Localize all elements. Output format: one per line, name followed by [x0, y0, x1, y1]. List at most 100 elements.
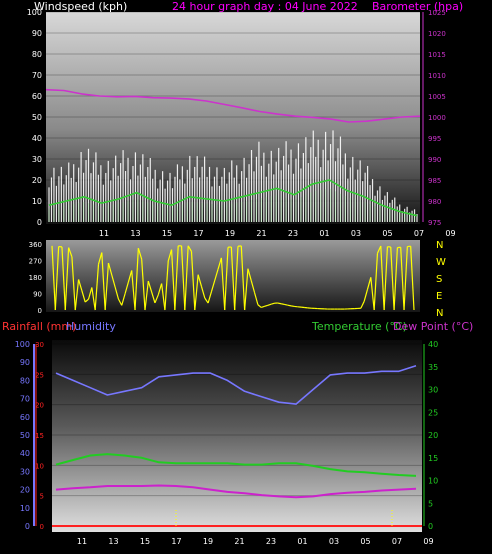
avg-wind-line: [48, 179, 418, 217]
direction-segment: [281, 303, 285, 306]
direction-segment: [51, 245, 56, 311]
humidity-tick-label: 80: [20, 376, 30, 385]
direction-segment: [180, 245, 186, 311]
direction-segment: [141, 259, 146, 311]
direction-segment: [117, 298, 123, 306]
direction-segment: [271, 302, 275, 305]
wind-tick-label: 40: [32, 134, 42, 143]
direction-segment: [261, 305, 265, 308]
direction-segment: [403, 246, 408, 311]
direction-segment: [190, 251, 196, 311]
direction-segment: [147, 280, 153, 293]
direction-segment: [214, 269, 219, 281]
time-tick-label: 05: [360, 537, 370, 546]
direction-segment: [390, 246, 395, 311]
humidity-tick-label: 100: [15, 340, 30, 349]
baro-tick-label: 980: [428, 198, 441, 206]
direction-segment: [264, 304, 269, 307]
direction-segment: [174, 245, 179, 311]
baro-tick-label: 1020: [428, 30, 446, 38]
direction-segment: [167, 249, 173, 262]
direction-segment: [224, 247, 229, 311]
direction-segment: [121, 293, 126, 306]
temp-tick-label: 15: [428, 454, 438, 463]
barometer-line: [45, 88, 421, 123]
time-tick-label: 15: [140, 537, 150, 546]
temp-tick-label: 35: [428, 363, 438, 372]
direction-segment: [277, 302, 282, 305]
direction-segment: [81, 290, 86, 303]
chart-title: 24 hour graph day : 04 June 2022: [172, 0, 358, 13]
baro-tick-label: 985: [428, 177, 441, 185]
baro-tick-label: 1000: [428, 114, 446, 122]
axes: 0102030405060708090100975980985990995100…: [15, 8, 456, 546]
humidity-tick-label: 60: [20, 413, 30, 422]
baro-tick-label: 1005: [428, 93, 446, 101]
humidity-tick-label: 30: [20, 467, 30, 476]
time-tick-label: 11: [99, 229, 109, 238]
humidity-tick-label: 70: [20, 395, 30, 404]
time-tick-label: 19: [225, 229, 235, 238]
direction-segment: [194, 274, 199, 311]
humidity-axis-label: Humidity: [66, 320, 116, 333]
dir-tick-label: 90: [33, 291, 42, 299]
wind-tick-label: 100: [27, 8, 42, 17]
direction-segment: [410, 246, 415, 311]
time-tick-label: 07: [392, 537, 402, 546]
data-marks: [45, 88, 422, 527]
temp-tick-label: 0: [428, 522, 433, 531]
direction-segment: [234, 246, 239, 311]
time-tick-label: 01: [297, 537, 307, 546]
time-tick-label: 13: [108, 537, 118, 546]
wind-tick-label: 0: [37, 218, 42, 227]
rain-tick-label: 25: [35, 371, 44, 379]
time-tick-label: 01: [319, 229, 329, 238]
temperature-axis-label: Temperature (°C): [311, 320, 407, 333]
direction-segment: [217, 257, 222, 270]
direction-segment: [164, 260, 169, 311]
humidity-line: [55, 365, 417, 405]
direction-segment: [287, 304, 292, 307]
direction-segment: [250, 280, 256, 293]
temp-panel-bg: [52, 340, 422, 532]
humidity-tick-label: 0: [25, 522, 30, 531]
direction-segment: [101, 252, 106, 311]
time-tick-label: 19: [203, 537, 213, 546]
direction-segment: [107, 262, 113, 276]
rain-tick-label: 15: [35, 432, 44, 440]
time-tick-label: 23: [288, 229, 298, 238]
time-tick-label: 23: [266, 537, 276, 546]
dir-tick-label: 270: [29, 258, 42, 266]
direction-segment: [104, 262, 110, 311]
direction-segment: [230, 246, 236, 311]
time-tick-label: 15: [162, 229, 172, 238]
temp-tick-label: 40: [428, 340, 438, 349]
time-tick-label: 09: [423, 537, 433, 546]
direction-segment: [220, 257, 226, 311]
time-tick-label: 03: [329, 537, 339, 546]
direction-segment: [74, 279, 80, 311]
direction-segment: [161, 283, 166, 311]
rainfall-axis-label: Rainfall (mm): [2, 320, 76, 333]
time-tick-label: 03: [351, 229, 361, 238]
time-tick-label: 17: [193, 229, 203, 238]
dir-tick-label: 0: [38, 307, 42, 315]
direction-segment: [111, 274, 116, 288]
wind-tick-label: 20: [32, 176, 42, 185]
direction-segment: [254, 292, 259, 305]
direction-segment: [376, 245, 382, 254]
direction-segment: [393, 247, 398, 311]
rain-tick-label: 5: [40, 493, 44, 501]
wind-tick-label: 30: [32, 155, 42, 164]
direction-segment: [84, 298, 89, 303]
time-tick-label: 21: [256, 229, 266, 238]
direction-segment: [144, 280, 149, 311]
direction-segment: [134, 248, 139, 311]
direction-segment: [284, 303, 288, 306]
direction-segment: [154, 294, 159, 304]
time-tick-label: 09: [445, 229, 455, 238]
direction-segment: [363, 289, 369, 302]
direction-segment: [184, 245, 189, 311]
compass-s: S: [436, 274, 442, 285]
